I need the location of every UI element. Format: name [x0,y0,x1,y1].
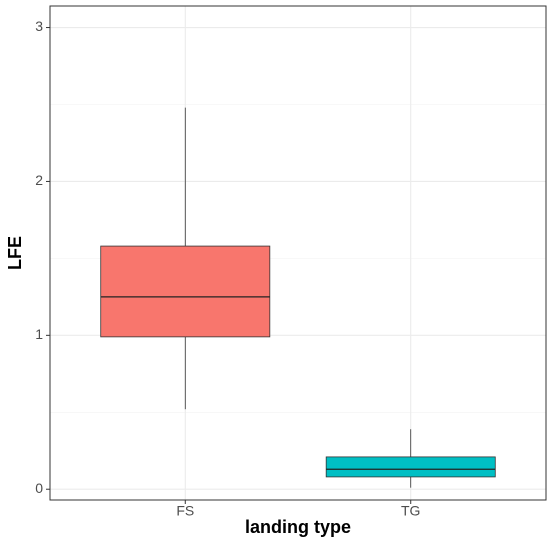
x-tick-label: TG [401,503,420,519]
y-tick-label: 0 [35,480,43,496]
y-tick-label: 1 [35,326,43,342]
y-tick-label: 2 [35,172,43,188]
plot-border [49,5,547,501]
box [100,245,271,338]
y-tick-label: 3 [35,18,43,34]
x-tick-label: FS [176,503,194,519]
box [325,456,496,478]
y-axis-title: LFE [5,236,25,270]
x-axis-title: landing type [245,517,351,537]
